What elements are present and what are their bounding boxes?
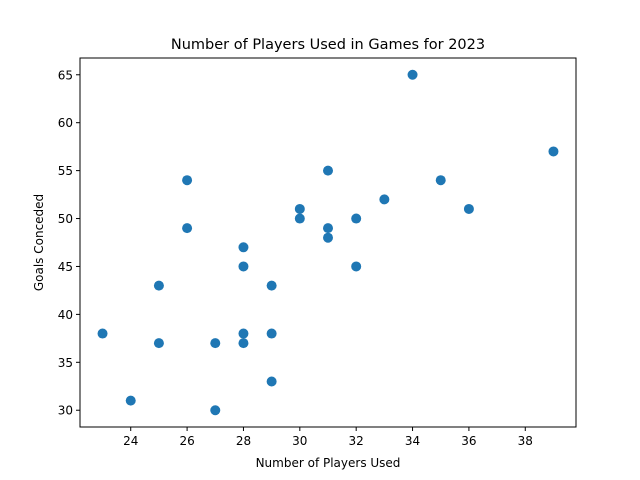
- data-points: [97, 69, 559, 416]
- scatter-point: [294, 203, 305, 214]
- scatter-point: [238, 328, 249, 339]
- y-axis-label: Goals Conceded: [32, 194, 46, 291]
- scatter-point: [125, 395, 136, 406]
- x-tick-label: 34: [405, 434, 420, 448]
- y-tick-label: 40: [58, 308, 73, 322]
- scatter-point: [238, 338, 249, 349]
- scatter-point: [323, 232, 333, 243]
- scatter-point: [323, 223, 333, 234]
- scatter-point: [238, 242, 249, 253]
- y-tick-label: 55: [58, 164, 73, 178]
- scatter-point: [238, 261, 249, 272]
- scatter-point: [153, 338, 164, 349]
- scatter-point: [351, 261, 362, 272]
- y-tick-label: 65: [58, 68, 73, 82]
- scatter-point: [407, 69, 418, 80]
- scatter-point: [266, 280, 277, 291]
- scatter-point: [210, 405, 221, 416]
- y-tick-label: 60: [58, 116, 73, 130]
- y-tick-label: 45: [58, 260, 73, 274]
- scatter-point: [210, 338, 221, 349]
- scatter-point: [379, 194, 390, 205]
- scatter-point: [266, 376, 277, 387]
- scatter-point: [548, 146, 559, 157]
- plot-frame: [79, 57, 577, 428]
- scatter-point: [463, 203, 474, 214]
- scatter-point: [182, 175, 193, 186]
- x-tick-label: 24: [123, 434, 138, 448]
- chart-title: Number of Players Used in Games for 2023: [171, 37, 485, 53]
- scatter-point: [266, 328, 277, 339]
- axis-ticks: 24 26 28 30 32 34 36 38 30 35 40 45 50 55 60 65: [58, 68, 533, 448]
- scatter-point: [435, 175, 446, 186]
- scatter-point: [153, 280, 164, 291]
- y-tick-label: 50: [58, 212, 73, 226]
- x-tick-label: 26: [179, 434, 194, 448]
- y-tick-label: 30: [58, 404, 73, 418]
- scatter-point: [351, 213, 362, 224]
- x-tick-label: 36: [461, 434, 476, 448]
- x-axis-label: Number of Players Used: [256, 456, 401, 470]
- scatter-point: [182, 223, 193, 234]
- x-tick-label: 32: [349, 434, 364, 448]
- scatter-point: [323, 165, 333, 176]
- scatter-point: [294, 213, 305, 224]
- x-tick-label: 38: [518, 434, 533, 448]
- x-tick-label: 28: [236, 434, 251, 448]
- y-tick-label: 35: [58, 356, 73, 370]
- scatter-point: [97, 328, 108, 339]
- x-tick-label: 30: [292, 434, 307, 448]
